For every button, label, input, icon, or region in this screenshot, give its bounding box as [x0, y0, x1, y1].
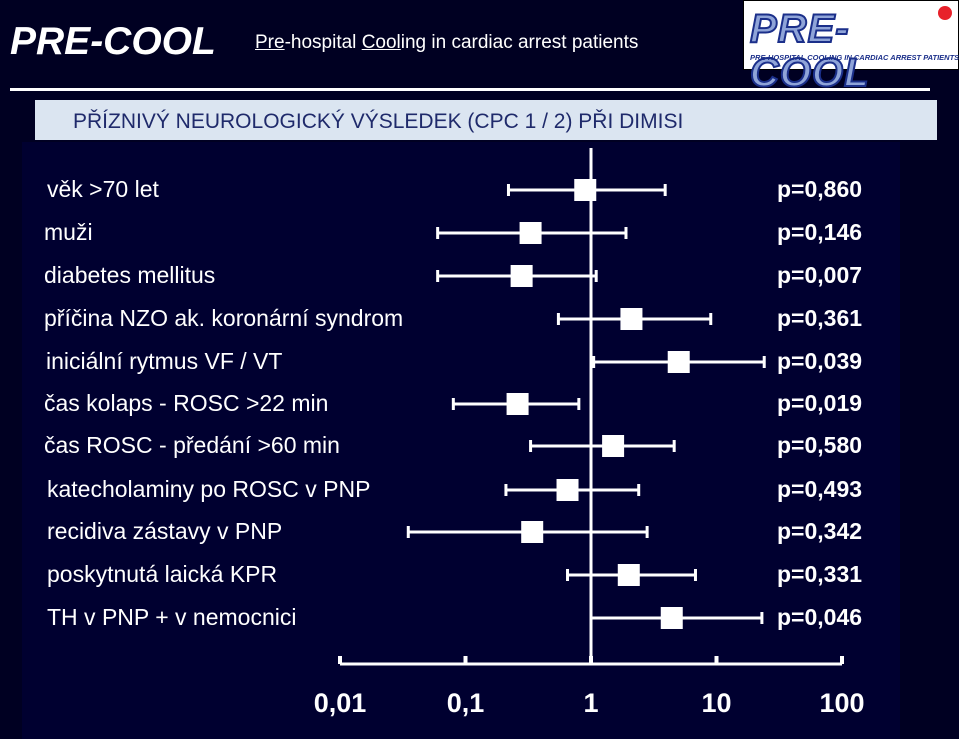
- chart-title-banner: PŘÍZNIVÝ NEUROLOGICKÝ VÝSLEDEK (CPC 1 / …: [35, 100, 937, 140]
- p-value: p=0,019: [777, 390, 863, 416]
- x-tick-label: 1: [583, 688, 599, 718]
- estimate-marker: [521, 521, 544, 543]
- subtitle-rest: ing in cardiac arrest patients: [400, 32, 639, 53]
- estimate-marker: [574, 179, 597, 201]
- row-label: věk >70 let: [47, 176, 159, 202]
- estimate-marker: [519, 222, 542, 244]
- subtitle-pre: Pre: [255, 32, 285, 53]
- p-value: p=0,342: [777, 518, 863, 544]
- chart-panel: [22, 142, 900, 739]
- estimate-marker: [667, 351, 690, 373]
- row-label: katecholaminy po ROSC v PNP: [47, 476, 371, 502]
- p-value: p=0,039: [777, 348, 863, 374]
- row-label: diabetes mellitus: [44, 262, 216, 288]
- x-tick-label: 0,1: [446, 688, 485, 718]
- p-value: p=0,580: [777, 432, 863, 458]
- p-value: p=0,361: [777, 305, 863, 331]
- p-value: p=0,146: [777, 219, 863, 245]
- subtitle-mid: -hospital: [284, 32, 362, 53]
- row-label: muži: [44, 219, 93, 245]
- page-title: PRE-COOL: [10, 20, 216, 63]
- row-label: iniciální rytmus VF / VT: [46, 348, 283, 374]
- row-label: poskytnutá laická KPR: [47, 561, 278, 587]
- logo-dot-icon: [938, 6, 952, 20]
- estimate-marker: [602, 435, 625, 457]
- estimate-marker: [510, 265, 533, 287]
- page-subtitle: Pre-hospital Cooling in cardiac arrest p…: [255, 32, 638, 54]
- row-label: TH v PNP + v nemocnici: [47, 604, 297, 630]
- header-divider: [10, 88, 930, 91]
- chart-title: PŘÍZNIVÝ NEUROLOGICKÝ VÝSLEDEK (CPC 1 / …: [73, 110, 684, 133]
- estimate-marker: [556, 479, 579, 501]
- x-tick-label: 0,01: [313, 688, 367, 718]
- p-value: p=0,493: [777, 476, 863, 502]
- p-value: p=0,007: [777, 262, 863, 288]
- p-value: p=0,046: [777, 604, 863, 630]
- subtitle-cool: Cool: [361, 32, 401, 53]
- p-value: p=0,860: [777, 176, 863, 202]
- row-label: čas ROSC - předání >60 min: [44, 432, 340, 458]
- estimate-marker: [620, 308, 643, 330]
- x-tick-label: 100: [819, 688, 865, 718]
- logo-tagline: PRE-HOSPITAL COOLING IN CARDIAC ARREST P…: [750, 53, 959, 62]
- row-label: příčina NZO ak. koronární syndrom: [44, 305, 404, 331]
- p-value: p=0,331: [777, 561, 863, 587]
- estimate-marker: [506, 393, 529, 415]
- row-label: čas kolaps - ROSC >22 min: [44, 390, 329, 416]
- x-tick-label: 10: [701, 688, 732, 718]
- estimate-marker: [617, 564, 640, 586]
- row-label: recidiva zástavy v PNP: [47, 518, 283, 544]
- estimate-marker: [660, 607, 683, 629]
